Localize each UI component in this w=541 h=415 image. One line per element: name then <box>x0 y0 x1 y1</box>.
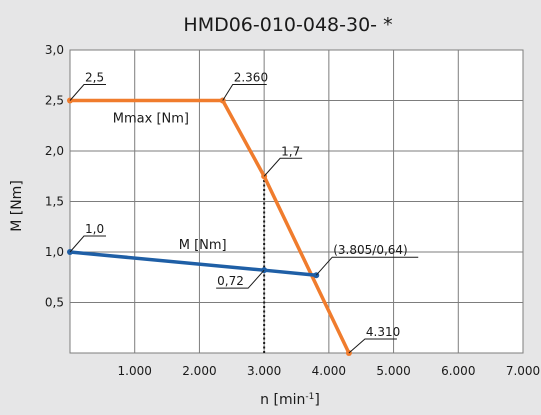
annotation-label: (3.805/0,64) <box>333 243 407 257</box>
annotation-label: 1,0 <box>85 222 104 236</box>
x-tick-label: 4.000 <box>312 364 346 378</box>
annotation-leader <box>216 269 265 289</box>
y-tick-label: 2,5 <box>45 94 64 108</box>
x-tick-label: 1.000 <box>118 364 152 378</box>
series-line-mmax <box>70 98 351 354</box>
series-labels: Mmax [Nm] M [Nm] <box>113 112 227 253</box>
annotation-leader <box>263 157 303 177</box>
annotation-label: 2.360 <box>234 71 268 85</box>
y-tick-label: 1,5 <box>45 195 64 209</box>
annotation-label: 0,72 <box>217 274 244 288</box>
series-label-mmax: Mmax [Nm] <box>113 112 189 127</box>
annotation-label: 1,7 <box>281 144 300 158</box>
annotation-label: 4.310 <box>366 325 400 339</box>
annotations: 2,5 2.360 1,7 1,0 0,72 (3.805/0,64) 4.310 <box>69 71 419 354</box>
y-axis-ticks: 0,5 1,0 1,5 2,0 2,5 3,0 <box>45 43 64 310</box>
annotation-leader <box>315 256 419 276</box>
annotation-label: 2,5 <box>85 71 104 85</box>
annotation-leader <box>69 84 106 101</box>
y-tick-label: 3,0 <box>45 43 64 57</box>
x-axis-label: n [min-1] <box>260 392 320 408</box>
y-tick-label: 0,5 <box>45 296 64 310</box>
y-tick-label: 1,0 <box>45 245 64 259</box>
x-tick-label: 7.000 <box>506 364 540 378</box>
annotation-leader <box>348 338 397 354</box>
annotation-leader <box>69 235 106 253</box>
x-tick-label: 5.000 <box>376 364 410 378</box>
chart-title: HMD06-010-048-30- * <box>183 14 392 36</box>
series-label-m: M [Nm] <box>179 238 227 253</box>
y-tick-label: 2,0 <box>45 144 64 158</box>
x-axis-ticks: 1.000 2.000 3.000 4.000 5.000 6.000 7.000 <box>118 364 541 378</box>
annotation-leader <box>222 84 267 101</box>
y-axis-label: M [Nm] <box>9 180 25 232</box>
x-tick-label: 3.000 <box>247 364 281 378</box>
x-tick-label: 6.000 <box>441 364 475 378</box>
x-tick-label: 2.000 <box>182 364 216 378</box>
